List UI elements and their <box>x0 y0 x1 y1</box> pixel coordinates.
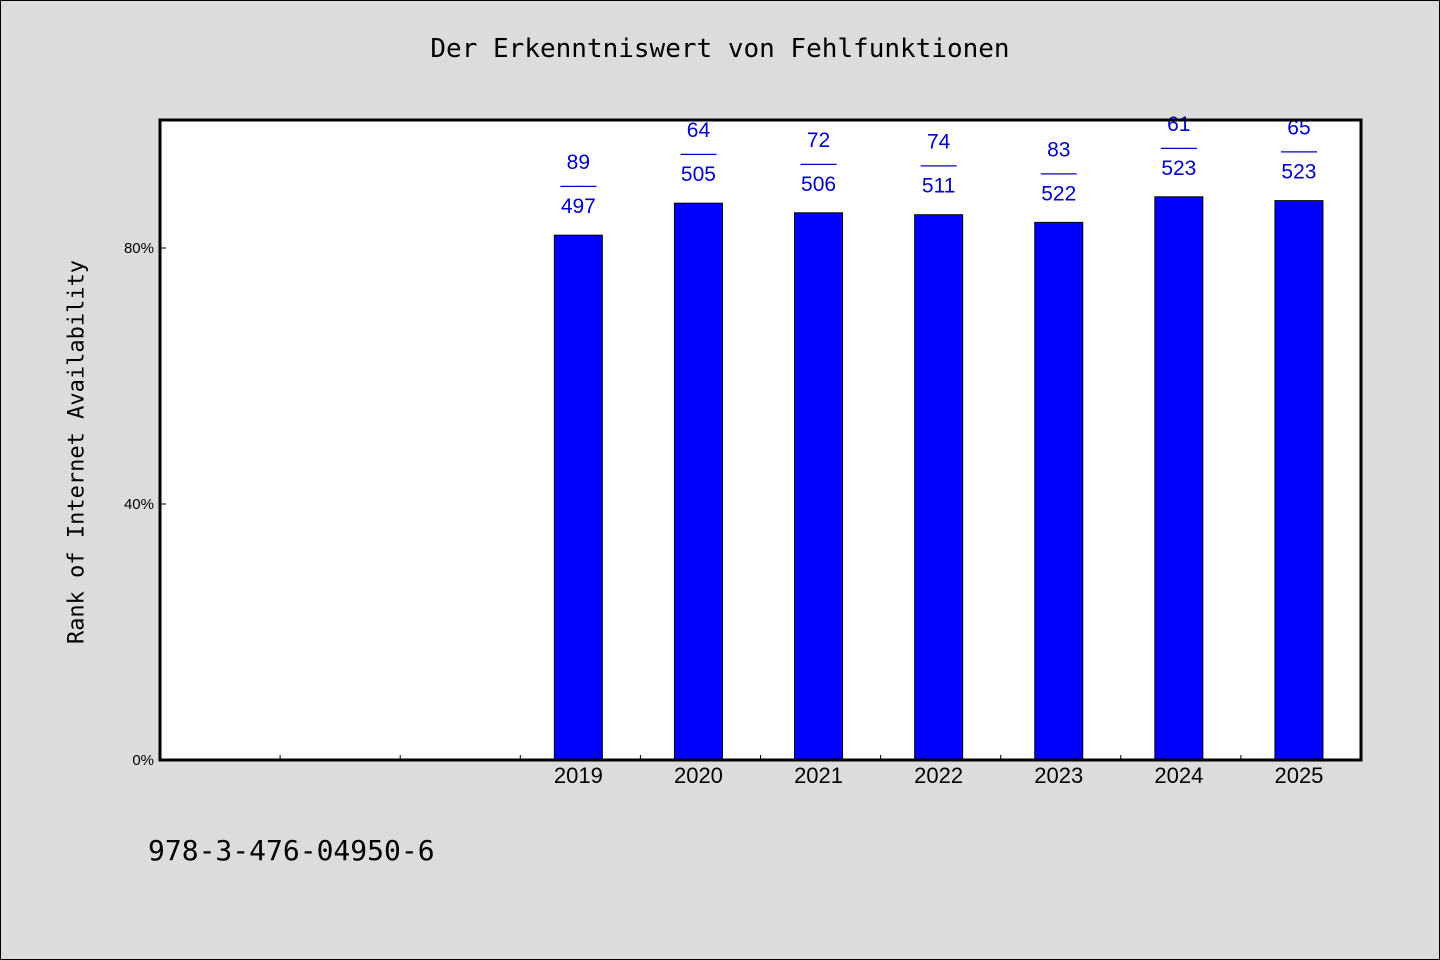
x-tick-label: 2022 <box>914 763 963 788</box>
bar <box>1034 221 1084 761</box>
data-label: 506 <box>801 173 836 196</box>
x-tick-label: 2025 <box>1274 763 1323 788</box>
data-label: 89 <box>567 151 590 174</box>
data-label: 522 <box>1041 182 1076 205</box>
data-label: —— <box>1281 141 1317 161</box>
bar <box>794 212 844 761</box>
bar <box>673 202 723 761</box>
x-tick-label: 2023 <box>1034 763 1083 788</box>
y-tick-label: 80% <box>124 240 154 257</box>
isbn-footer: 978-3-476-04950-6 <box>148 834 435 867</box>
x-tick-label: 2020 <box>674 763 723 788</box>
chart-title: Der Erkenntniswert von Fehlfunktionen <box>430 34 1010 64</box>
data-label: 72 <box>807 129 830 152</box>
data-label: 523 <box>1281 161 1316 184</box>
data-label: 65 <box>1287 117 1310 140</box>
data-label: —— <box>921 155 957 175</box>
bar <box>1154 196 1204 761</box>
data-label: 511 <box>922 175 955 198</box>
data-label: 83 <box>1047 138 1070 161</box>
data-label: 74 <box>927 131 951 154</box>
y-tick-label: 40% <box>124 496 154 513</box>
data-label: —— <box>1161 137 1197 157</box>
data-label: —— <box>801 153 837 173</box>
data-label: —— <box>560 175 596 195</box>
data-label: 523 <box>1161 157 1196 180</box>
plot-frame <box>158 118 1363 762</box>
x-tick-label: 2024 <box>1154 763 1203 788</box>
data-label: 64 <box>687 119 711 142</box>
data-label: 61 <box>1167 113 1190 136</box>
x-tick-label: 2021 <box>794 763 843 788</box>
data-label: 497 <box>561 195 596 218</box>
data-label: —— <box>1041 162 1077 182</box>
data-label: 505 <box>681 163 716 186</box>
data-label: —— <box>680 143 716 163</box>
bar <box>1274 200 1324 761</box>
y-tick-label: 0% <box>132 752 154 769</box>
x-tick-label: 2019 <box>554 763 603 788</box>
bar <box>914 214 964 761</box>
bar <box>553 234 603 761</box>
